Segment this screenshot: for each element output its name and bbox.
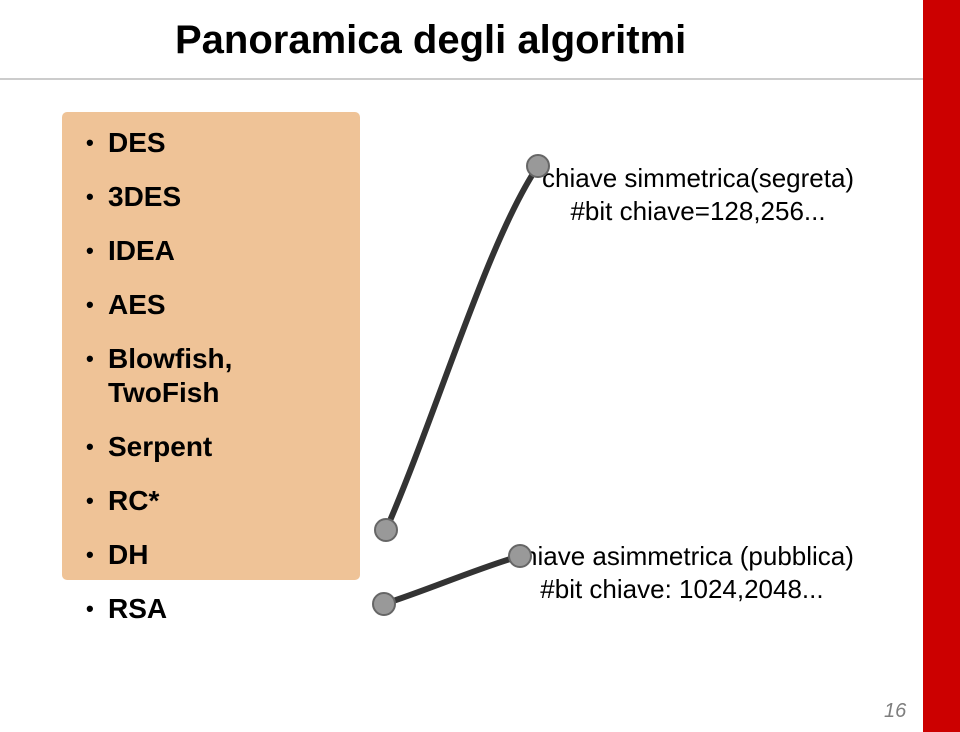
list-item: AES [80, 288, 232, 322]
list-item: RC* [80, 484, 232, 518]
algorithm-list: DES 3DES IDEA AES Blowfish,TwoFish Serpent RC*… [80, 126, 232, 646]
list-item: Blowfish,TwoFish [80, 342, 232, 410]
connector-asymmetric-line [384, 556, 520, 604]
list-item: Serpent [80, 430, 232, 464]
annotation-symmetric: chiave simmetrica(segreta) #bit chiave=1… [542, 162, 854, 227]
list-item: 3DES [80, 180, 232, 214]
connector-symmetric-end-dot [527, 155, 549, 177]
page-number: 16 [884, 700, 906, 723]
connector-symmetric [368, 150, 558, 540]
connector-symmetric-line [386, 166, 538, 530]
list-item: DES [80, 126, 232, 160]
connector-asymmetric [368, 540, 538, 620]
list-item: IDEA [80, 234, 232, 268]
list-item: RSA [80, 592, 232, 626]
annotation-asymmetric-line1: chiave asimmetrica (pubblica) [510, 540, 854, 573]
connector-asymmetric-start-dot [373, 593, 395, 615]
annotation-symmetric-line1: chiave simmetrica(segreta) [542, 162, 854, 195]
list-item: DH [80, 538, 232, 572]
annotation-symmetric-line2: #bit chiave=128,256... [542, 195, 854, 228]
connector-asymmetric-end-dot [509, 545, 531, 567]
title-underline [0, 78, 923, 80]
connector-symmetric-start-dot [375, 519, 397, 541]
annotation-asymmetric: chiave asimmetrica (pubblica) #bit chiav… [510, 540, 854, 605]
annotation-asymmetric-line2: #bit chiave: 1024,2048... [510, 573, 854, 606]
page-title: Panoramica degli algoritmi [175, 18, 686, 63]
red-sidebar [923, 0, 960, 732]
